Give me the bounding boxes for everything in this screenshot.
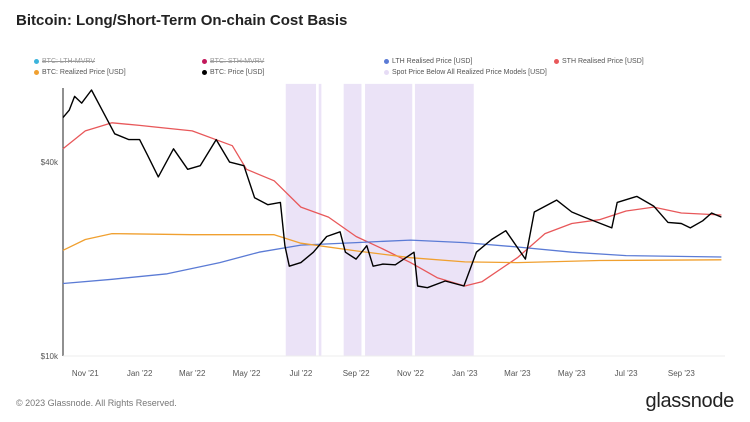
legend-label: BTC: LTH-MVRV [42, 58, 96, 65]
y-tick-label: $40k [41, 158, 59, 167]
legend-item[interactable]: BTC: STH-MVRV [202, 58, 264, 65]
legend-dot-icon [554, 59, 559, 64]
series-line-lth-realised-price-usd [62, 239, 722, 285]
chart-title: Bitcoin: Long/Short-Term On-chain Cost B… [16, 12, 348, 29]
shaded-period [365, 83, 413, 357]
x-tick-label: Jul '22 [289, 369, 312, 378]
legend-item[interactable]: Spot Price Below All Realized Price Mode… [384, 69, 547, 76]
legend-label: BTC: STH-MVRV [210, 58, 265, 65]
legend-label: BTC: Price [USD] [210, 69, 265, 76]
shaded-period [318, 83, 322, 357]
legend-label: LTH Realised Price [USD] [392, 58, 473, 65]
x-tick-label: Jan '23 [452, 369, 478, 378]
legend-item[interactable]: BTC: Realized Price [USD] [34, 69, 126, 76]
legend-item[interactable]: STH Realised Price [USD] [554, 58, 644, 65]
legend-dot-icon [34, 70, 39, 75]
legend-item[interactable]: LTH Realised Price [USD] [384, 58, 472, 65]
legend-dot-icon [202, 59, 207, 64]
legend-dot-icon [34, 59, 39, 64]
shaded-period [285, 83, 317, 357]
legend-label: Spot Price Below All Realized Price Mode… [392, 69, 547, 76]
x-tick-label: Jan '22 [127, 369, 153, 378]
shaded-period [414, 83, 474, 357]
x-tick-label: May '22 [233, 369, 261, 378]
legend-label: STH Realised Price [USD] [562, 58, 644, 65]
copyright: © 2023 Glassnode. All Rights Reserved. [16, 398, 177, 408]
legend-dot-icon [384, 70, 389, 75]
legend-item[interactable]: BTC: Price [USD] [202, 69, 264, 76]
shaded-period [343, 83, 362, 357]
x-tick-label: Sep '22 [343, 369, 370, 378]
series-line-btc-realized-price-usd [62, 232, 722, 264]
x-tick-label: Mar '23 [504, 369, 531, 378]
x-tick-label: May '23 [558, 369, 586, 378]
x-tick-label: Mar '22 [179, 369, 206, 378]
legend-item[interactable]: BTC: LTH-MVRV [34, 58, 95, 65]
x-tick-label: Nov '22 [397, 369, 424, 378]
x-tick-label: Sep '23 [668, 369, 695, 378]
legend-dot-icon [202, 70, 207, 75]
glassnode-logo: glassnode [645, 390, 735, 412]
x-tick-label: Nov '21 [72, 369, 99, 378]
x-tick-label: Jul '23 [615, 369, 638, 378]
legend-label: BTC: Realized Price [USD] [42, 69, 126, 76]
series-line-btc-price-usd [62, 89, 722, 289]
y-tick-label: $10k [41, 352, 59, 361]
legend-dot-icon [384, 59, 389, 64]
